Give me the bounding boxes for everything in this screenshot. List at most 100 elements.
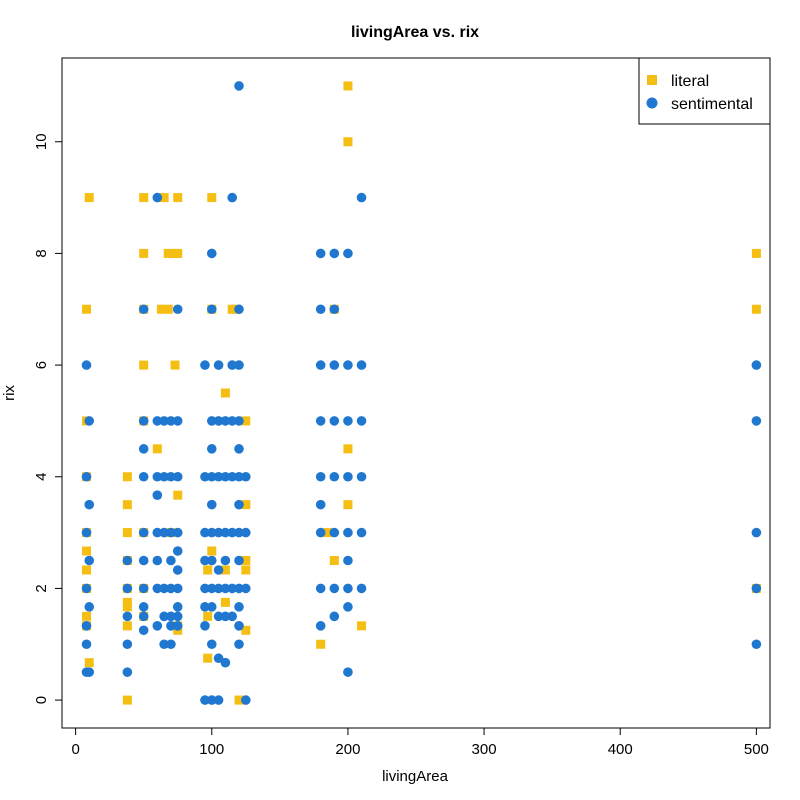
point-sentimental [227, 416, 237, 426]
point-sentimental [138, 444, 149, 454]
point-sentimental [172, 527, 183, 538]
point-sentimental [356, 360, 367, 370]
point-sentimental [329, 527, 340, 538]
point-literal [751, 248, 761, 258]
point-literal [234, 695, 244, 705]
y-tick-label: 4 [33, 473, 50, 481]
point-sentimental [138, 583, 149, 594]
point-sentimental [206, 583, 217, 594]
x-tick-label: 0 [71, 741, 79, 758]
point-sentimental [81, 583, 92, 594]
point-sentimental [343, 667, 353, 677]
point-literal [82, 565, 92, 575]
point-sentimental [356, 192, 367, 203]
point-sentimental [152, 416, 163, 426]
point-sentimental [751, 583, 762, 594]
point-sentimental [159, 611, 169, 622]
point-sentimental [152, 555, 163, 566]
point-literal [220, 597, 230, 607]
point-sentimental [241, 527, 251, 538]
point-literal [329, 556, 339, 565]
x-tick-label: 200 [335, 741, 360, 758]
point-sentimental [152, 527, 163, 538]
point-literal [343, 81, 353, 91]
point-sentimental [200, 471, 210, 482]
point-literal [323, 528, 332, 538]
point-sentimental [213, 695, 224, 705]
x-tick-label: 100 [199, 741, 224, 758]
point-sentimental [234, 471, 244, 482]
point-sentimental [172, 583, 183, 594]
point-sentimental [315, 471, 326, 482]
point-sentimental [206, 695, 217, 705]
point-literal [163, 304, 173, 314]
point-literal [203, 611, 213, 621]
point-sentimental [329, 416, 340, 426]
point-sentimental [159, 639, 169, 650]
point-literal [163, 248, 173, 258]
point-sentimental [227, 611, 237, 622]
point-sentimental [234, 527, 244, 538]
point-sentimental [234, 304, 244, 315]
point-sentimental [84, 555, 95, 566]
point-sentimental [200, 602, 210, 612]
point-sentimental [159, 527, 169, 538]
point-literal [173, 248, 183, 258]
point-literal [152, 444, 162, 454]
legend-literal-label: literal [671, 73, 709, 90]
point-sentimental [122, 555, 133, 566]
point-sentimental [172, 565, 183, 575]
point-sentimental [329, 248, 340, 259]
point-sentimental [206, 304, 217, 315]
x-axis-label: livingArea [382, 768, 449, 785]
point-sentimental [234, 621, 244, 631]
point-sentimental [213, 653, 224, 664]
point-sentimental [227, 471, 237, 482]
point-literal [357, 621, 367, 631]
point-sentimental [227, 527, 237, 538]
point-sentimental [138, 304, 149, 315]
point-literal [139, 193, 149, 203]
point-sentimental [138, 555, 149, 566]
point-sentimental [206, 248, 217, 259]
point-sentimental [152, 583, 163, 594]
point-sentimental [356, 416, 367, 426]
point-sentimental [84, 667, 95, 677]
point-sentimental [138, 625, 149, 636]
point-sentimental [200, 621, 210, 631]
point-sentimental [159, 471, 169, 482]
y-tick-label: 8 [33, 249, 50, 257]
point-sentimental [315, 583, 326, 594]
point-sentimental [122, 639, 133, 650]
point-literal [122, 602, 132, 612]
point-sentimental [138, 527, 149, 538]
point-sentimental [234, 583, 244, 594]
point-sentimental [356, 583, 367, 594]
point-sentimental [751, 527, 762, 538]
point-sentimental [84, 602, 95, 612]
point-sentimental [159, 416, 169, 426]
point-literal [241, 416, 251, 426]
point-sentimental [234, 555, 244, 566]
point-sentimental [206, 444, 217, 454]
point-literal [173, 193, 183, 203]
point-sentimental [220, 471, 231, 482]
point-sentimental [206, 555, 217, 566]
point-sentimental [206, 527, 217, 538]
point-sentimental [234, 81, 244, 91]
point-sentimental [138, 611, 149, 622]
point-sentimental [213, 611, 224, 622]
point-literal [139, 248, 149, 258]
point-sentimental [343, 471, 353, 482]
point-sentimental [213, 527, 224, 538]
point-sentimental [329, 611, 340, 622]
point-literal [220, 565, 230, 575]
point-sentimental [166, 416, 176, 426]
point-literal [122, 695, 132, 705]
point-sentimental [234, 444, 244, 454]
point-literal [203, 653, 213, 663]
point-sentimental [220, 527, 231, 538]
point-sentimental [81, 639, 92, 650]
point-sentimental [241, 583, 251, 594]
point-sentimental [152, 471, 163, 482]
